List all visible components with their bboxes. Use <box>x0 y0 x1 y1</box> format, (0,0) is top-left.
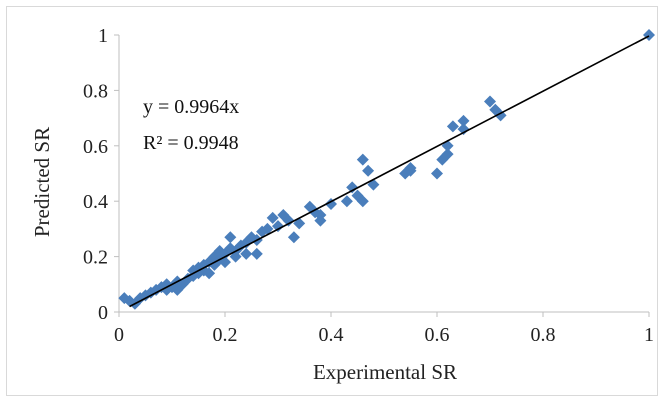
data-point <box>325 197 337 210</box>
x-tick-label: 0.4 <box>319 324 344 346</box>
data-point <box>272 220 284 233</box>
data-point <box>287 231 300 244</box>
data-point <box>314 214 327 227</box>
data-point <box>404 161 417 174</box>
data-point <box>123 294 136 307</box>
data-point <box>240 247 253 260</box>
data-point <box>441 148 454 161</box>
data-point <box>356 153 369 166</box>
y-tick-label: 1 <box>98 25 108 47</box>
y-tick-label: 0.2 <box>83 247 108 269</box>
data-point <box>446 120 459 133</box>
data-point <box>266 211 279 224</box>
x-tick-label: 0.8 <box>531 324 556 346</box>
data-point <box>224 231 237 244</box>
ticks-layer: 0 0.2 0.4 0.6 0.8 1 0 0.2 0.4 0.6 0.8 1 <box>83 25 654 346</box>
x-tick-label: 0.2 <box>213 324 238 346</box>
data-point <box>203 267 216 280</box>
x-axis-title: Experimental SR <box>313 360 457 384</box>
x-tick-label: 0 <box>114 324 124 346</box>
x-tick-label: 0.6 <box>425 324 450 346</box>
data-point <box>457 123 470 136</box>
y-tick-label: 0.4 <box>83 191 108 213</box>
data-point <box>457 114 470 127</box>
y-axis-title: Predicted SR <box>30 127 54 237</box>
scatter-chart: 0 0.2 0.4 0.6 0.8 1 0 0.2 0.4 0.6 0.8 1 y = 0.9964x… <box>30 25 655 384</box>
y-tick-label: 0 <box>98 302 108 324</box>
r-squared-label: R² = 0.9948 <box>143 132 239 154</box>
trendline-equation: y = 0.9964x <box>143 96 239 118</box>
data-point <box>346 181 359 194</box>
chart-frame: 0 0.2 0.4 0.6 0.8 1 0 0.2 0.4 0.6 0.8 1 y = 0.9964x… <box>6 6 658 396</box>
data-point <box>340 195 353 208</box>
y-tick-label: 0.8 <box>83 80 108 102</box>
x-tick-label: 1 <box>644 324 654 346</box>
trendline <box>129 35 650 308</box>
data-point <box>261 222 274 235</box>
data-point <box>362 164 375 177</box>
data-point <box>293 217 306 230</box>
y-tick-label: 0.6 <box>83 136 108 158</box>
data-point <box>431 167 443 180</box>
data-point <box>282 214 295 227</box>
data-point <box>484 95 496 108</box>
data-point <box>643 29 655 41</box>
data-point <box>250 247 263 260</box>
points-layer <box>118 29 655 310</box>
data-point <box>356 195 369 208</box>
